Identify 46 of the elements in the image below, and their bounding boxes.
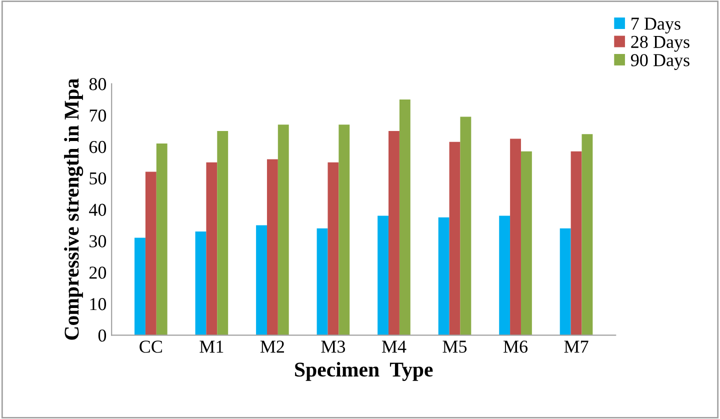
bar (217, 130, 228, 336)
bar (520, 151, 532, 336)
x-tick-label: M4 (382, 340, 406, 353)
bar (206, 162, 218, 336)
x-tick-label: M6 (503, 340, 528, 353)
x-tick-label: CC (140, 340, 162, 353)
bar (134, 238, 146, 336)
x-axis-title: Specimen Type (295, 362, 433, 381)
x-tick-label: M3 (321, 340, 346, 353)
y-tick-label: 80 (89, 78, 106, 90)
bar (499, 216, 510, 336)
y-tick-label: 70 (90, 109, 106, 122)
bar (582, 134, 593, 336)
y-tick-label: 40 (89, 204, 106, 216)
bar (510, 138, 521, 336)
bar (328, 162, 339, 336)
legend-label: 7 Days (632, 18, 680, 34)
y-tick-label: 0 (98, 329, 106, 342)
x-tick-label: M5 (442, 340, 467, 353)
bar (449, 142, 460, 336)
y-tick-label: 50 (90, 172, 106, 185)
bar (570, 151, 582, 336)
y-tick-label: 20 (89, 266, 106, 279)
x-tick-label: M2 (260, 340, 284, 353)
legend-label: 28 Days (631, 36, 690, 52)
bar (256, 225, 267, 336)
y-tick-label: 30 (90, 235, 106, 248)
bar (338, 124, 350, 336)
bar (460, 116, 472, 336)
bar (145, 172, 156, 336)
y-tick-label: 10 (90, 298, 106, 310)
bar (316, 228, 328, 336)
legend-label: 90 Days (630, 54, 690, 70)
bar (266, 159, 278, 336)
bar (438, 217, 450, 336)
bar (560, 228, 571, 336)
bar (399, 100, 410, 336)
x-tick-label: M7 (564, 340, 588, 353)
bar (378, 216, 389, 336)
y-tick-label: 60 (89, 140, 106, 154)
bar (156, 144, 168, 336)
bar (388, 130, 400, 336)
x-tick-label: M1 (200, 340, 224, 353)
bar (278, 124, 289, 336)
bar (195, 232, 206, 336)
y-axis-title: Compressive strength in Mpa (64, 78, 84, 340)
